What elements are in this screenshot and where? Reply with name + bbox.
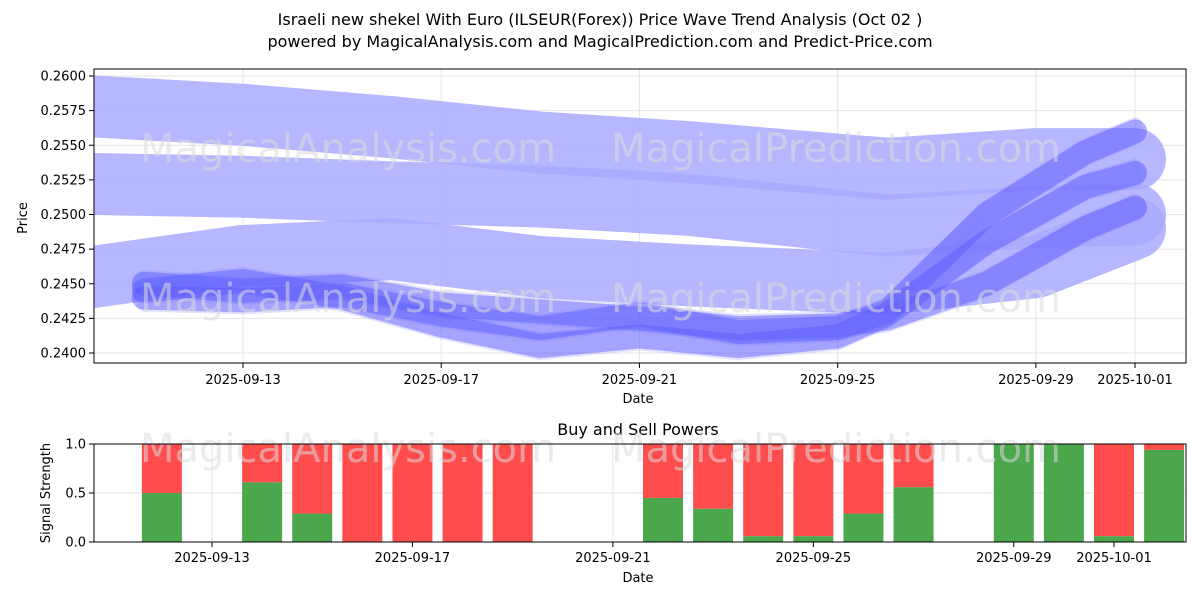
sell-bar (743, 444, 784, 537)
wave-bands (94, 75, 1166, 361)
power-x-tick-label: 2025-10-01 (1076, 551, 1152, 566)
sell-bar (693, 444, 734, 509)
price-path-2-echo (136, 117, 1142, 333)
price-y-tick-label: 0.2550 (41, 139, 87, 154)
price-watermarks: MagicalAnalysis.com MagicalPrediction.co… (140, 126, 1061, 322)
buy-bar (693, 508, 734, 542)
price-path-2-echo (136, 131, 1142, 347)
sell-bar (793, 444, 834, 537)
buy-bar (993, 444, 1034, 542)
power-y-tick-label: 0.5 (65, 487, 86, 502)
price-x-tick-label: 2025-09-25 (800, 373, 876, 388)
price-panel-frame (93, 68, 1187, 364)
sell-bar (392, 444, 433, 542)
power-x-tick-label: 2025-09-13 (174, 551, 250, 566)
buy-bar (643, 497, 683, 542)
power-x-label: Date (622, 571, 653, 586)
sell-bar (843, 444, 884, 514)
buy-bar (793, 536, 834, 542)
buy-bar (743, 536, 784, 542)
power-x-tick-label: 2025-09-29 (976, 551, 1052, 566)
sell-bar (342, 444, 383, 542)
power-watermarks: MagicalAnalysis.com MagicalPrediction.co… (140, 426, 1061, 472)
buy-bar (292, 513, 333, 542)
price-path-3-echo (136, 172, 1142, 361)
wave-lower-band (94, 197, 1166, 315)
sell-bar (292, 444, 333, 514)
buy-bar (1144, 449, 1185, 542)
price-path-1-echo (136, 193, 1142, 329)
watermark-analysis-3: MagicalAnalysis.com (140, 426, 556, 472)
chart-title: Israeli new shekel With Euro (ILSEUR(For… (278, 10, 923, 29)
price-y-tick-label: 0.2525 (41, 173, 87, 188)
sell-bar (492, 444, 533, 542)
watermark-prediction-2: MagicalPrediction.com (611, 276, 1061, 322)
price-y-tick-label: 0.2400 (41, 347, 87, 362)
sell-bar (442, 444, 483, 542)
power-bars (141, 444, 1185, 542)
power-x-tick-label: 2025-09-21 (575, 551, 651, 566)
price-y-tick-label: 0.2600 (41, 70, 87, 85)
buy-bar (242, 482, 283, 542)
power-y-ticks: 0.0 0.5 1.0 (65, 438, 94, 551)
power-x-tick-label: 2025-09-17 (375, 551, 451, 566)
buy-bar (843, 513, 884, 542)
power-panel: Buy and Sell Powers MagicalAnalysis.com … (39, 420, 1187, 586)
watermark-analysis-2: MagicalAnalysis.com (140, 276, 556, 322)
watermark-prediction: MagicalPrediction.com (611, 126, 1061, 172)
price-y-tick-label: 0.2450 (41, 277, 87, 292)
price-x-tick-label: 2025-09-17 (403, 373, 479, 388)
watermark-analysis: MagicalAnalysis.com (140, 126, 556, 172)
watermark-prediction-3: MagicalPrediction.com (611, 426, 1061, 472)
price-y-tick-label: 0.2575 (41, 104, 87, 119)
buy-bar (141, 493, 182, 542)
power-x-tick-label: 2025-09-25 (776, 551, 852, 566)
price-y-tick-label: 0.2425 (41, 312, 87, 327)
buy-bar (1043, 444, 1084, 542)
price-x-tick-label: 2025-09-29 (998, 373, 1074, 388)
sell-bar (141, 444, 182, 493)
sell-bar (1094, 444, 1134, 537)
power-y-tick-label: 1.0 (65, 438, 86, 453)
wave-middle-band (94, 153, 1166, 257)
price-x-tick-label: 2025-09-21 (602, 373, 678, 388)
price-x-label: Date (622, 392, 653, 407)
power-x-ticks: 2025-09-13 2025-09-17 2025-09-21 2025-09-25… (174, 542, 1152, 566)
price-y-label: Price (16, 202, 31, 234)
sell-bar (1144, 444, 1185, 450)
sell-bar (643, 444, 683, 498)
price-y-tick-label: 0.2500 (41, 208, 87, 223)
price-y-tick-label: 0.2475 (41, 243, 87, 258)
buy-bar (1094, 536, 1134, 542)
price-path-3 (131, 160, 1147, 359)
wave-upper-band (94, 75, 1166, 200)
price-x-tick-label: 2025-09-13 (205, 373, 281, 388)
price-y-ticks: 0.2400 0.2425 0.2450 0.2475 0.2500 0.2525 0.25… (41, 70, 94, 362)
price-x-ticks: 2025-09-13 2025-09-17 2025-09-21 2025-09-25… (205, 363, 1173, 388)
power-y-tick-label: 0.0 (65, 536, 86, 551)
chart-subtitle: powered by MagicalAnalysis.com and Magic… (267, 32, 932, 51)
price-path-1 (131, 195, 1147, 341)
sell-bar (893, 444, 934, 488)
sell-bar (242, 444, 283, 483)
price-path-2 (131, 119, 1147, 345)
buy-bar (893, 487, 934, 542)
price-path-3-echo (136, 158, 1142, 347)
price-panel: MagicalAnalysis.com MagicalPrediction.co… (16, 68, 1187, 407)
price-x-tick-label: 2025-10-01 (1097, 373, 1173, 388)
price-path-1-echo (136, 207, 1142, 343)
power-title: Buy and Sell Powers (557, 420, 719, 439)
power-y-label: Signal Strength (39, 443, 54, 543)
